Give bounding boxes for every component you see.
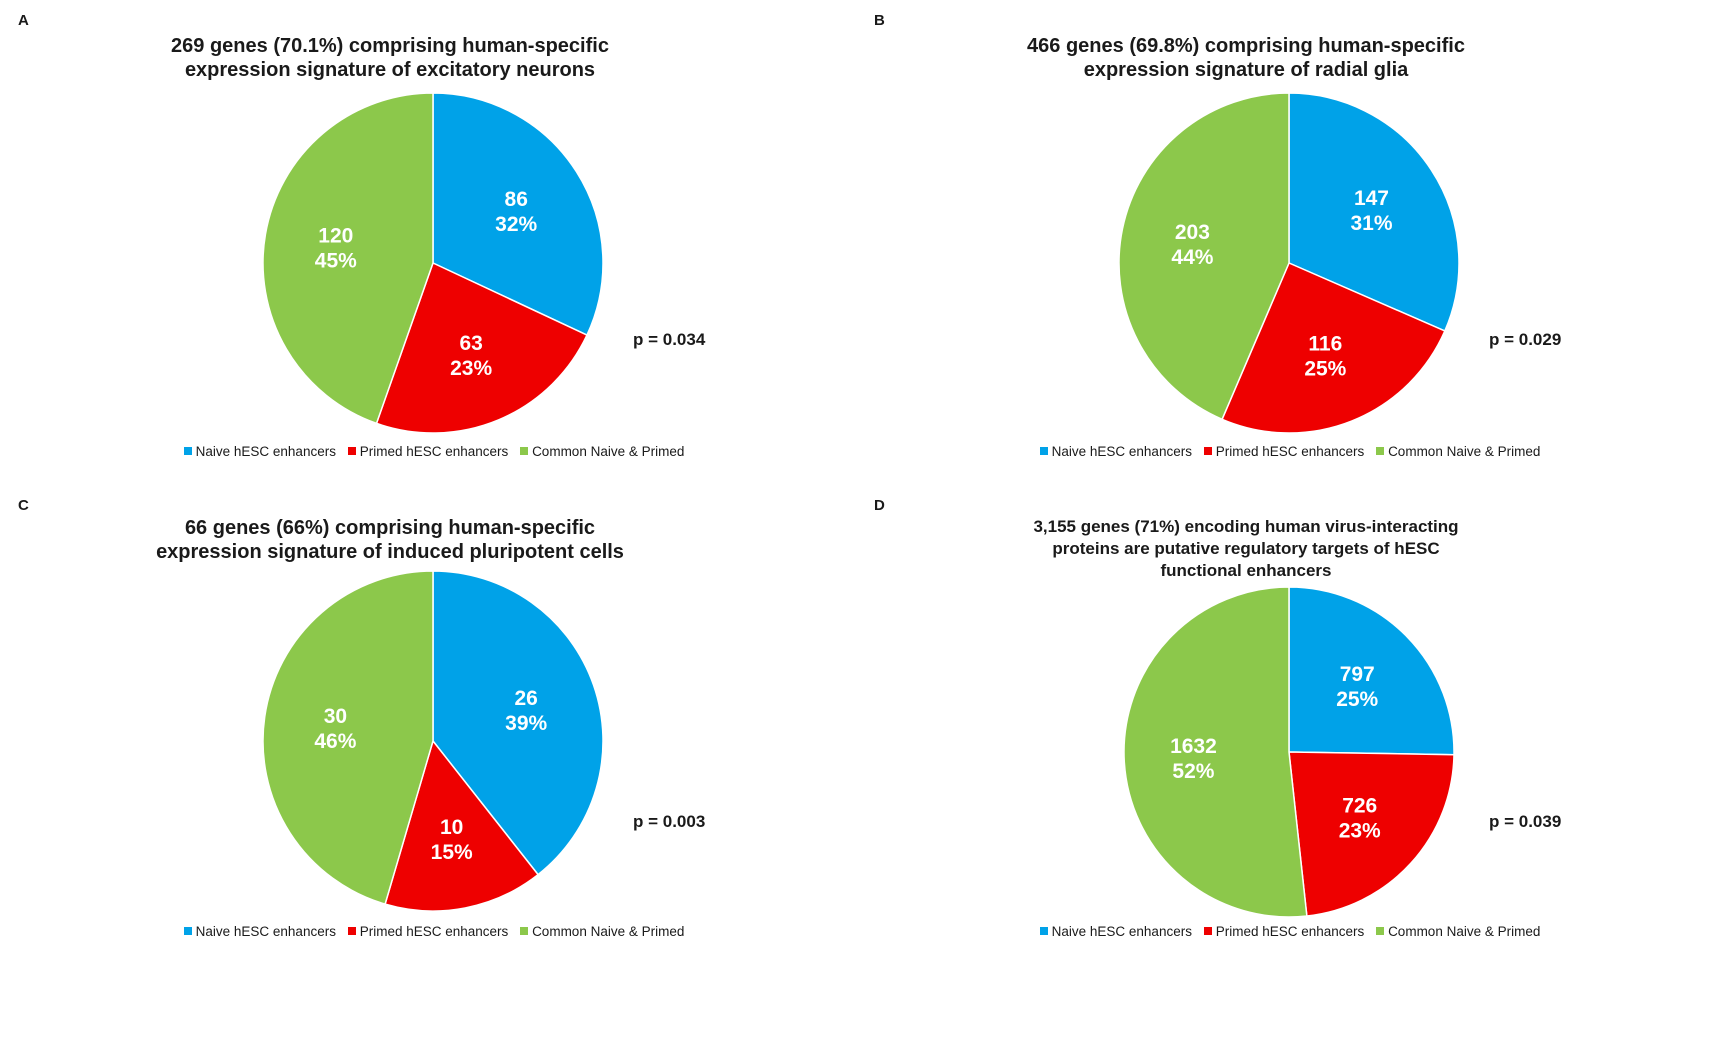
slice-naive [1288, 92, 1460, 332]
slice-percent-label: 45% [315, 249, 357, 272]
legend-swatch [183, 447, 192, 456]
slice-percent-label: 25% [1304, 358, 1346, 381]
panel-b: B 466 genes (69.8%) comprising human-spe… [856, 0, 1724, 520]
panel-c: C 66 genes (66%) comprising human-specif… [0, 485, 868, 1005]
slice-value-label: 120 [318, 224, 353, 247]
slice-value-label: 1632 [1170, 735, 1217, 758]
slice-primed [1288, 751, 1455, 917]
slice-value-label: 726 [1342, 794, 1377, 817]
slice-value-label: 116 [1308, 333, 1342, 356]
legend-swatch [1039, 447, 1048, 456]
legend-swatch [1203, 927, 1212, 936]
chart-title: 3,155 genes (71%) encoding human virus-i… [1033, 517, 1459, 580]
slice-value-label: 30 [324, 705, 347, 728]
slice-common [1118, 92, 1290, 421]
legend-swatch [1376, 927, 1385, 936]
panel-letter: C [18, 497, 29, 514]
legend-label: Common Naive & Primed [532, 923, 685, 939]
legend-label: Primed hESC enhancers [1215, 443, 1365, 459]
legend-item-primed: Primed hESC enhancers [347, 443, 509, 459]
slice-percent-label: 23% [1339, 819, 1381, 842]
legend-item-naive: Naive hESC enhancers [183, 443, 336, 459]
legend-swatch [520, 927, 529, 936]
slice-primed [384, 739, 540, 912]
p-value: p = 0.003 [633, 812, 706, 831]
legend-swatch [183, 927, 192, 936]
legend-label: Primed hESC enhancers [359, 923, 509, 939]
legend-swatch [347, 927, 356, 936]
panel-d: D 3,155 genes (71%) encoding human virus… [856, 485, 1724, 1005]
slice-naive [1288, 586, 1455, 756]
panel-letter: D [874, 497, 885, 514]
slice-percent-label: 46% [314, 730, 356, 753]
slice-naive [432, 92, 604, 337]
slice-percent-label: 52% [1172, 760, 1214, 783]
legend-item-primed: Primed hESC enhancers [1203, 923, 1365, 939]
p-value: p = 0.039 [1489, 812, 1562, 831]
slice-primed [375, 261, 588, 434]
slice-percent-label: 15% [431, 841, 473, 864]
slice-percent-label: 44% [1171, 246, 1213, 269]
slice-percent-label: 39% [505, 712, 547, 735]
p-value: p = 0.029 [1489, 330, 1562, 349]
legend-label: Primed hESC enhancers [1215, 923, 1365, 939]
chart-title: 466 genes (69.8%) comprising human-speci… [1027, 35, 1465, 81]
legend-swatch [1203, 447, 1212, 456]
slice-value-label: 147 [1354, 187, 1389, 210]
legend-label: Naive hESC enhancers [195, 443, 336, 459]
slice-common [1123, 586, 1308, 918]
legend-item-naive: Naive hESC enhancers [183, 923, 336, 939]
legend-item-common: Common Naive & Primed [520, 443, 684, 459]
slice-value-label: 26 [514, 687, 537, 710]
legend-item-common: Common Naive & Primed [1376, 443, 1540, 459]
legend-label: Naive hESC enhancers [1051, 443, 1192, 459]
slice-value-label: 86 [505, 188, 528, 211]
legend-swatch [1376, 447, 1385, 456]
legend-label: Primed hESC enhancers [359, 443, 509, 459]
slice-primed [1221, 262, 1446, 434]
slice-value-label: 10 [440, 816, 463, 839]
legend-swatch [1039, 927, 1048, 936]
slice-naive [432, 570, 604, 876]
legend-item-common: Common Naive & Primed [1376, 923, 1540, 939]
slice-percent-label: 25% [1336, 688, 1378, 711]
legend-swatch [347, 447, 356, 456]
slice-percent-label: 23% [450, 357, 492, 380]
slice-percent-label: 32% [495, 213, 537, 236]
legend-item-primed: Primed hESC enhancers [347, 923, 509, 939]
chart-title: 66 genes (66%) comprising human-specific… [156, 517, 624, 563]
legend-item-naive: Naive hESC enhancers [1039, 443, 1192, 459]
slice-value-label: 797 [1340, 663, 1375, 686]
legend-label: Naive hESC enhancers [195, 923, 336, 939]
panel-a: A 269 genes (70.1%) comprising human-spe… [0, 0, 868, 520]
legend-label: Common Naive & Primed [1388, 443, 1541, 459]
chart-legend: Naive hESC enhancers Primed hESC enhance… [0, 923, 868, 939]
p-value: p = 0.034 [633, 330, 706, 349]
legend-label: Common Naive & Primed [1388, 923, 1541, 939]
legend-swatch [520, 447, 529, 456]
chart-legend: Naive hESC enhancers Primed hESC enhance… [856, 443, 1724, 459]
chart-legend: Naive hESC enhancers Primed hESC enhance… [856, 923, 1724, 939]
slice-common [262, 570, 434, 906]
chart-legend: Naive hESC enhancers Primed hESC enhance… [0, 443, 868, 459]
legend-item-common: Common Naive & Primed [520, 923, 684, 939]
slice-percent-label: 31% [1350, 212, 1392, 235]
legend-item-primed: Primed hESC enhancers [1203, 443, 1365, 459]
legend-label: Naive hESC enhancers [1051, 923, 1192, 939]
panel-letter: A [18, 12, 29, 29]
slice-value-label: 63 [459, 332, 482, 355]
chart-title: 269 genes (70.1%) comprising human-speci… [171, 35, 609, 81]
panel-letter: B [874, 12, 885, 29]
legend-label: Common Naive & Primed [532, 443, 685, 459]
slice-common [262, 92, 434, 425]
slice-value-label: 203 [1175, 221, 1210, 244]
legend-item-naive: Naive hESC enhancers [1039, 923, 1192, 939]
